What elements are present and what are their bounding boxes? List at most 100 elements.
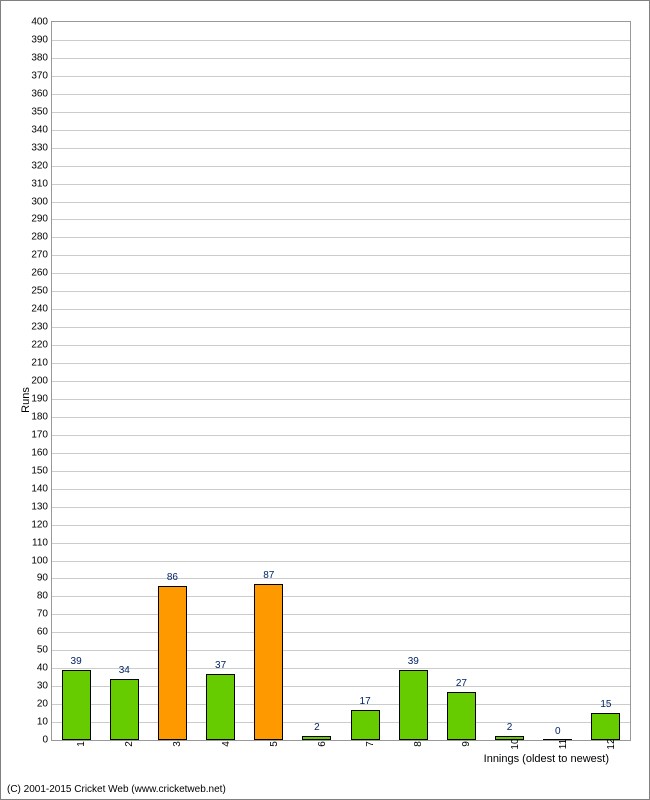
gridline (52, 471, 630, 472)
bar-value-label: 17 (360, 696, 371, 707)
gridline (52, 614, 630, 615)
gridline (52, 202, 630, 203)
gridline (52, 417, 630, 418)
y-tick-label: 100 (31, 555, 48, 566)
bar (351, 710, 380, 741)
gridline (52, 76, 630, 77)
gridline (52, 722, 630, 723)
x-tick-label: 9 (461, 741, 472, 747)
gridline (52, 668, 630, 669)
x-tick-label: 6 (317, 741, 328, 747)
bar-value-label: 34 (119, 665, 130, 676)
gridline (52, 291, 630, 292)
y-tick-label: 120 (31, 519, 48, 530)
gridline (52, 578, 630, 579)
bar-value-label: 37 (215, 660, 226, 671)
bar (158, 586, 187, 740)
y-tick-label: 210 (31, 358, 48, 369)
x-tick-label: 4 (221, 741, 232, 747)
gridline (52, 327, 630, 328)
x-tick-label: 7 (365, 741, 376, 747)
bar-value-label: 15 (600, 699, 611, 710)
y-tick-label: 290 (31, 214, 48, 225)
y-tick-label: 380 (31, 52, 48, 63)
y-tick-label: 80 (37, 591, 48, 602)
y-tick-label: 140 (31, 483, 48, 494)
gridline (52, 130, 630, 131)
y-tick-label: 150 (31, 465, 48, 476)
gridline (52, 435, 630, 436)
bar (206, 674, 235, 740)
gridline (52, 219, 630, 220)
y-tick-label: 240 (31, 304, 48, 315)
y-tick-label: 320 (31, 160, 48, 171)
y-tick-label: 90 (37, 573, 48, 584)
gridline (52, 255, 630, 256)
y-tick-label: 270 (31, 250, 48, 261)
y-tick-label: 70 (37, 609, 48, 620)
gridline (52, 561, 630, 562)
bar (62, 670, 91, 740)
bar-value-label: 0 (555, 726, 561, 737)
y-tick-label: 230 (31, 322, 48, 333)
y-tick-label: 360 (31, 88, 48, 99)
x-tick-label: 5 (269, 741, 280, 747)
x-tick-label: 1 (76, 741, 87, 747)
bar-value-label: 2 (507, 722, 513, 733)
x-tick-label: 3 (172, 741, 183, 747)
x-tick-label: 2 (124, 741, 135, 747)
bar-value-label: 2 (314, 722, 320, 733)
y-tick-label: 390 (31, 34, 48, 45)
bar-value-label: 86 (167, 572, 178, 583)
gridline (52, 704, 630, 705)
y-tick-label: 10 (37, 717, 48, 728)
y-tick-label: 250 (31, 286, 48, 297)
gridline (52, 399, 630, 400)
x-tick-label: 8 (413, 741, 424, 747)
y-tick-label: 110 (32, 537, 48, 548)
gridline (52, 40, 630, 41)
y-tick-label: 200 (31, 376, 48, 387)
gridline (52, 650, 630, 651)
y-tick-label: 30 (37, 681, 48, 692)
y-tick-label: 170 (31, 429, 48, 440)
x-tick-label: 11 (558, 739, 569, 749)
x-tick-label: 10 (510, 738, 521, 749)
bar (254, 584, 283, 740)
gridline (52, 381, 630, 382)
bar (110, 679, 139, 740)
y-tick-label: 340 (31, 124, 48, 135)
y-tick-label: 60 (37, 627, 48, 638)
bar (302, 736, 331, 740)
bar-value-label: 27 (456, 678, 467, 689)
y-tick-label: 280 (31, 232, 48, 243)
gridline (52, 94, 630, 95)
gridline (52, 184, 630, 185)
gridline (52, 345, 630, 346)
gridline (52, 489, 630, 490)
gridline (52, 632, 630, 633)
gridline (52, 686, 630, 687)
bar-value-label: 87 (263, 570, 274, 581)
gridline (52, 166, 630, 167)
y-tick-label: 50 (37, 645, 48, 656)
y-tick-label: 20 (37, 699, 48, 710)
gridline (52, 596, 630, 597)
y-tick-label: 310 (31, 178, 48, 189)
bar (399, 670, 428, 740)
y-tick-label: 400 (31, 17, 48, 28)
y-tick-label: 300 (31, 196, 48, 207)
bar-value-label: 39 (71, 656, 82, 667)
chart-container: 0102030405060708090100110120130140150160… (0, 0, 650, 800)
gridline (52, 507, 630, 508)
y-tick-label: 220 (31, 340, 48, 351)
footer-copyright: (C) 2001-2015 Cricket Web (www.cricketwe… (7, 784, 226, 795)
y-tick-label: 130 (31, 501, 48, 512)
y-tick-label: 40 (37, 663, 48, 674)
gridline (52, 453, 630, 454)
gridline (52, 58, 630, 59)
gridline (52, 237, 630, 238)
y-axis-label: Runs (20, 387, 32, 413)
y-tick-label: 350 (31, 106, 48, 117)
y-tick-label: 190 (31, 393, 48, 404)
